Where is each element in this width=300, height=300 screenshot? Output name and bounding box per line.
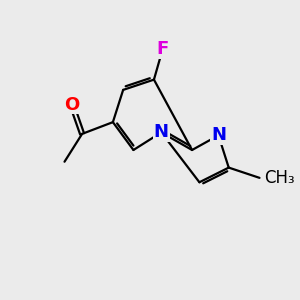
Text: N: N xyxy=(211,126,226,144)
Text: O: O xyxy=(64,96,80,114)
Text: N: N xyxy=(154,123,169,141)
Text: CH₃: CH₃ xyxy=(264,169,295,187)
Text: F: F xyxy=(157,40,169,58)
